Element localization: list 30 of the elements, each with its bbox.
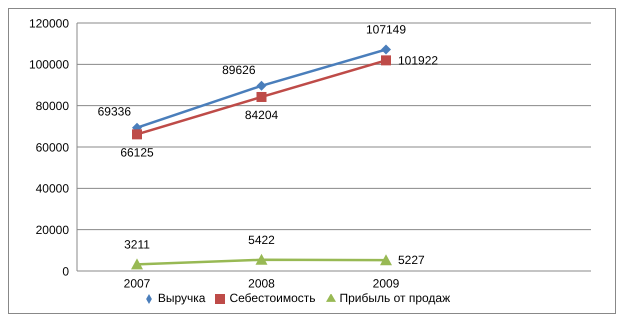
point bbox=[256, 80, 266, 91]
data-label: 3211 bbox=[124, 237, 150, 252]
y-tick-label: 60000 bbox=[36, 140, 70, 154]
point bbox=[256, 254, 268, 265]
point bbox=[381, 44, 391, 55]
x-tick-label: 2007 bbox=[124, 276, 151, 291]
data-label: 107149 bbox=[366, 22, 406, 37]
y-tick-label: 40000 bbox=[36, 182, 70, 196]
data-label: 89626 bbox=[222, 62, 256, 77]
y-tick-label: 80000 bbox=[36, 98, 70, 113]
point bbox=[381, 55, 391, 66]
legend-label: Себестоимость bbox=[229, 291, 316, 305]
legend-label: Выручка bbox=[158, 291, 206, 305]
point bbox=[131, 258, 143, 270]
point bbox=[132, 129, 142, 140]
data-label: 5227 bbox=[398, 253, 426, 268]
x-tick-label: 2009 bbox=[372, 276, 400, 291]
point bbox=[380, 254, 392, 266]
y-tick-label: 0 bbox=[62, 264, 70, 278]
data-label: 101922 bbox=[398, 53, 438, 68]
data-label: 5422 bbox=[248, 232, 276, 247]
data-label: 84204 bbox=[244, 108, 279, 122]
data-label: 66125 bbox=[120, 145, 154, 160]
y-tick-label: 20000 bbox=[36, 222, 70, 237]
legend-label: Прибыль от продаж bbox=[340, 291, 450, 305]
x-tick-label: 2008 bbox=[248, 276, 276, 291]
y-tick-label: 100000 bbox=[28, 58, 70, 72]
point bbox=[256, 92, 266, 102]
data-label: 69336 bbox=[98, 104, 132, 119]
y-tick-label: 120000 bbox=[28, 16, 70, 30]
